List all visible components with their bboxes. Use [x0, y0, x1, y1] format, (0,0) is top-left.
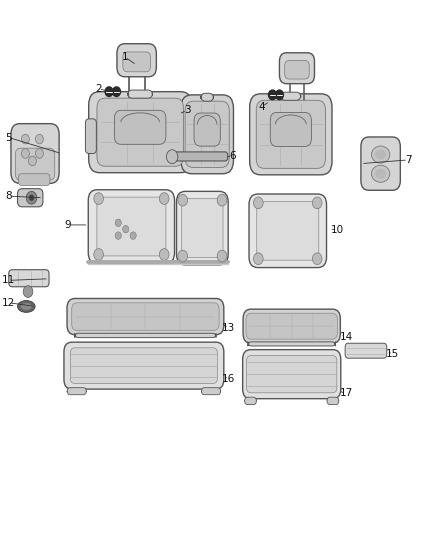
FancyBboxPatch shape	[177, 191, 228, 265]
FancyBboxPatch shape	[201, 93, 213, 101]
FancyBboxPatch shape	[11, 124, 59, 183]
FancyBboxPatch shape	[270, 112, 311, 147]
Circle shape	[312, 197, 322, 209]
FancyBboxPatch shape	[248, 342, 336, 346]
FancyBboxPatch shape	[75, 333, 216, 337]
FancyBboxPatch shape	[72, 303, 219, 330]
FancyBboxPatch shape	[97, 98, 184, 166]
Text: 8: 8	[5, 191, 12, 201]
Circle shape	[115, 219, 121, 227]
FancyBboxPatch shape	[243, 309, 340, 343]
FancyBboxPatch shape	[185, 101, 229, 167]
Text: 16: 16	[222, 375, 235, 384]
Text: 3: 3	[184, 106, 191, 115]
Circle shape	[254, 253, 263, 264]
Text: 11: 11	[2, 276, 15, 285]
FancyBboxPatch shape	[279, 53, 314, 84]
Circle shape	[23, 286, 33, 297]
FancyBboxPatch shape	[257, 201, 319, 260]
FancyBboxPatch shape	[67, 298, 224, 335]
Text: 14: 14	[339, 332, 353, 342]
FancyBboxPatch shape	[181, 95, 233, 174]
Circle shape	[178, 195, 187, 206]
Ellipse shape	[371, 165, 390, 182]
FancyBboxPatch shape	[194, 113, 220, 146]
FancyBboxPatch shape	[285, 60, 309, 79]
Circle shape	[94, 193, 103, 205]
FancyBboxPatch shape	[18, 174, 50, 185]
Ellipse shape	[375, 169, 386, 179]
FancyBboxPatch shape	[85, 119, 96, 154]
FancyBboxPatch shape	[171, 152, 228, 161]
Circle shape	[35, 134, 43, 144]
Circle shape	[35, 149, 43, 158]
FancyBboxPatch shape	[201, 387, 221, 395]
Ellipse shape	[375, 150, 386, 159]
Text: 6: 6	[229, 151, 236, 160]
Circle shape	[105, 87, 113, 96]
FancyBboxPatch shape	[71, 348, 217, 383]
Circle shape	[29, 195, 34, 201]
FancyBboxPatch shape	[250, 94, 332, 175]
FancyBboxPatch shape	[117, 44, 156, 77]
FancyBboxPatch shape	[243, 350, 341, 399]
FancyBboxPatch shape	[15, 148, 55, 180]
FancyBboxPatch shape	[249, 194, 326, 268]
FancyBboxPatch shape	[18, 189, 43, 207]
Circle shape	[21, 134, 29, 144]
Text: 4: 4	[258, 102, 265, 111]
Circle shape	[217, 250, 227, 262]
Text: 7: 7	[405, 155, 412, 165]
Circle shape	[123, 225, 129, 233]
Circle shape	[159, 248, 169, 260]
Ellipse shape	[18, 301, 35, 312]
FancyBboxPatch shape	[123, 52, 151, 72]
Text: 1: 1	[121, 52, 128, 62]
FancyBboxPatch shape	[128, 90, 152, 98]
FancyBboxPatch shape	[327, 397, 339, 405]
FancyBboxPatch shape	[244, 397, 256, 405]
Circle shape	[130, 232, 136, 239]
Circle shape	[28, 156, 36, 166]
Ellipse shape	[371, 146, 390, 163]
FancyBboxPatch shape	[281, 92, 301, 100]
Circle shape	[178, 250, 187, 262]
Circle shape	[217, 195, 227, 206]
Circle shape	[268, 90, 276, 100]
Circle shape	[113, 87, 120, 96]
Circle shape	[94, 248, 103, 260]
FancyBboxPatch shape	[256, 100, 325, 168]
Circle shape	[159, 193, 169, 205]
Text: 12: 12	[2, 298, 15, 308]
FancyBboxPatch shape	[247, 356, 337, 393]
Circle shape	[276, 90, 283, 100]
FancyBboxPatch shape	[9, 270, 49, 287]
FancyBboxPatch shape	[88, 190, 174, 263]
Text: 5: 5	[5, 133, 12, 142]
FancyBboxPatch shape	[88, 92, 192, 173]
Circle shape	[21, 149, 29, 158]
FancyBboxPatch shape	[64, 342, 224, 389]
Text: 13: 13	[222, 323, 235, 333]
FancyBboxPatch shape	[246, 313, 337, 339]
FancyBboxPatch shape	[345, 343, 387, 358]
Ellipse shape	[21, 303, 32, 310]
Text: 10: 10	[331, 225, 344, 235]
FancyBboxPatch shape	[97, 197, 166, 256]
Circle shape	[166, 150, 178, 164]
Text: 2: 2	[95, 84, 102, 94]
FancyBboxPatch shape	[361, 137, 400, 190]
FancyBboxPatch shape	[182, 199, 223, 257]
FancyBboxPatch shape	[114, 110, 166, 144]
Circle shape	[115, 232, 121, 239]
Text: 17: 17	[339, 389, 353, 398]
Text: 9: 9	[64, 220, 71, 230]
Circle shape	[312, 253, 322, 264]
Text: 15: 15	[386, 350, 399, 359]
Circle shape	[26, 191, 37, 204]
Circle shape	[254, 197, 263, 209]
FancyBboxPatch shape	[67, 387, 86, 395]
